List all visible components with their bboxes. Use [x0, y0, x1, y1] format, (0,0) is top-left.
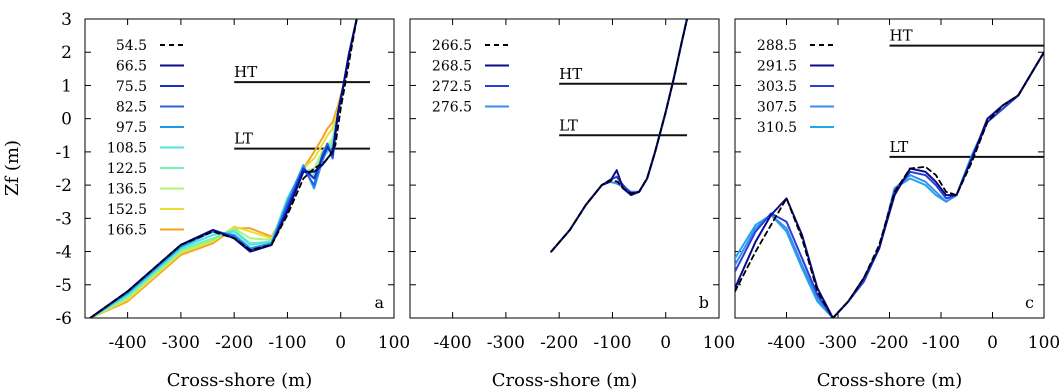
series-group — [89, 19, 358, 318]
legend-label: 54.5 — [116, 38, 147, 54]
panel-c: -400 -300 -200 -100 0 100 Cross-shore (m) HT LT 2… — [734, 18, 1060, 391]
reference-label-lt: LT — [890, 138, 909, 156]
series-group — [550, 19, 688, 253]
y-tick-label: 3 — [61, 10, 72, 30]
x-tick-label: -300 — [487, 333, 525, 353]
legend-label: 288.5 — [757, 38, 797, 54]
x-tick-label: 0 — [660, 333, 671, 353]
legend-label: 82.5 — [116, 100, 147, 116]
x-tick-label: -400 — [767, 333, 805, 353]
panel-letter: b — [699, 293, 709, 312]
x-tick-label: -400 — [109, 333, 147, 353]
series-line-266.5 — [550, 19, 688, 253]
series-line-66.5 — [89, 19, 358, 318]
x-tick-label: -300 — [819, 333, 857, 353]
reference-label-lt: LT — [559, 116, 578, 134]
y-tick-label: -3 — [55, 209, 72, 229]
y-tick-label: -1 — [55, 143, 72, 163]
legend-label: 108.5 — [107, 141, 147, 157]
legend-label: 97.5 — [116, 120, 147, 136]
panel-letter: c — [1025, 293, 1034, 312]
x-tick-label: 0 — [335, 333, 346, 353]
legend-label: 307.5 — [757, 100, 797, 116]
y-tick-label: -6 — [55, 309, 72, 329]
x-tick-label: -300 — [162, 333, 200, 353]
x-tick-label: 100 — [1028, 333, 1060, 353]
legend-label: 266.5 — [432, 38, 472, 54]
y-tick-label: -4 — [55, 243, 72, 263]
legend-label: 152.5 — [107, 202, 147, 218]
legend-label: 166.5 — [107, 223, 147, 239]
y-tick-label: -2 — [55, 176, 72, 196]
legend: 54.5 66.5 75.5 82.5 97.5 108.5 122.5 136.5 152.5… — [107, 38, 184, 239]
legend-label: 66.5 — [116, 59, 147, 75]
legend-label: 272.5 — [432, 79, 472, 95]
x-tick-label: 100 — [703, 333, 735, 353]
panel-letter: a — [374, 293, 384, 312]
x-tick-label: -100 — [922, 333, 960, 353]
x-axis-label: Cross-shore (m) — [817, 370, 963, 391]
x-axis-label: Cross-shore (m) — [492, 370, 638, 391]
x-tick-label: -200 — [540, 333, 578, 353]
legend-label: 136.5 — [107, 182, 147, 198]
series-line-54.5 — [89, 19, 358, 318]
y-tick-label: 1 — [61, 76, 72, 96]
legend-label: 122.5 — [107, 161, 147, 177]
legend: 266.5 268.5 272.5 276.5 — [432, 38, 509, 116]
x-tick-label: 0 — [987, 333, 998, 353]
plot-frame — [84, 18, 395, 319]
legend-label: 303.5 — [757, 79, 797, 95]
panel-b: -400 -300 -200 -100 0 100 Cross-shore (m) HT LT 2… — [409, 18, 735, 391]
legend-label: 75.5 — [116, 79, 147, 95]
x-tick-label: -400 — [434, 333, 472, 353]
series-line-288.5 — [735, 51, 1044, 318]
reference-label-lt: LT — [234, 130, 253, 148]
x-axis-label: Cross-shore (m) — [167, 370, 313, 391]
legend-label: 276.5 — [432, 100, 472, 116]
x-tick-label: -200 — [870, 333, 908, 353]
panel-a: -400 -300 -200 -100 0 100 Cross-shore (m) HT LT 5… — [84, 18, 410, 391]
x-tick-label: -100 — [593, 333, 631, 353]
x-tick-label: -100 — [268, 333, 306, 353]
y-axis-label: Zf (m) — [2, 140, 23, 196]
y-tick-label: -5 — [55, 276, 72, 296]
y-tick-label: 0 — [61, 110, 72, 130]
legend-label: 291.5 — [757, 59, 797, 75]
y-tick-label: 2 — [61, 43, 72, 63]
series-group — [735, 51, 1044, 318]
plot-frame — [409, 18, 720, 319]
reference-label-ht: HT — [559, 65, 582, 83]
legend: 288.5 291.5 303.5 307.5 310.5 — [757, 38, 834, 136]
x-tick-label: 100 — [378, 333, 410, 353]
legend-label: 310.5 — [757, 120, 797, 136]
x-tick-label: -200 — [215, 333, 253, 353]
legend-label: 268.5 — [432, 59, 472, 75]
reference-label-ht: HT — [234, 63, 257, 81]
reference-label-ht: HT — [890, 27, 913, 45]
